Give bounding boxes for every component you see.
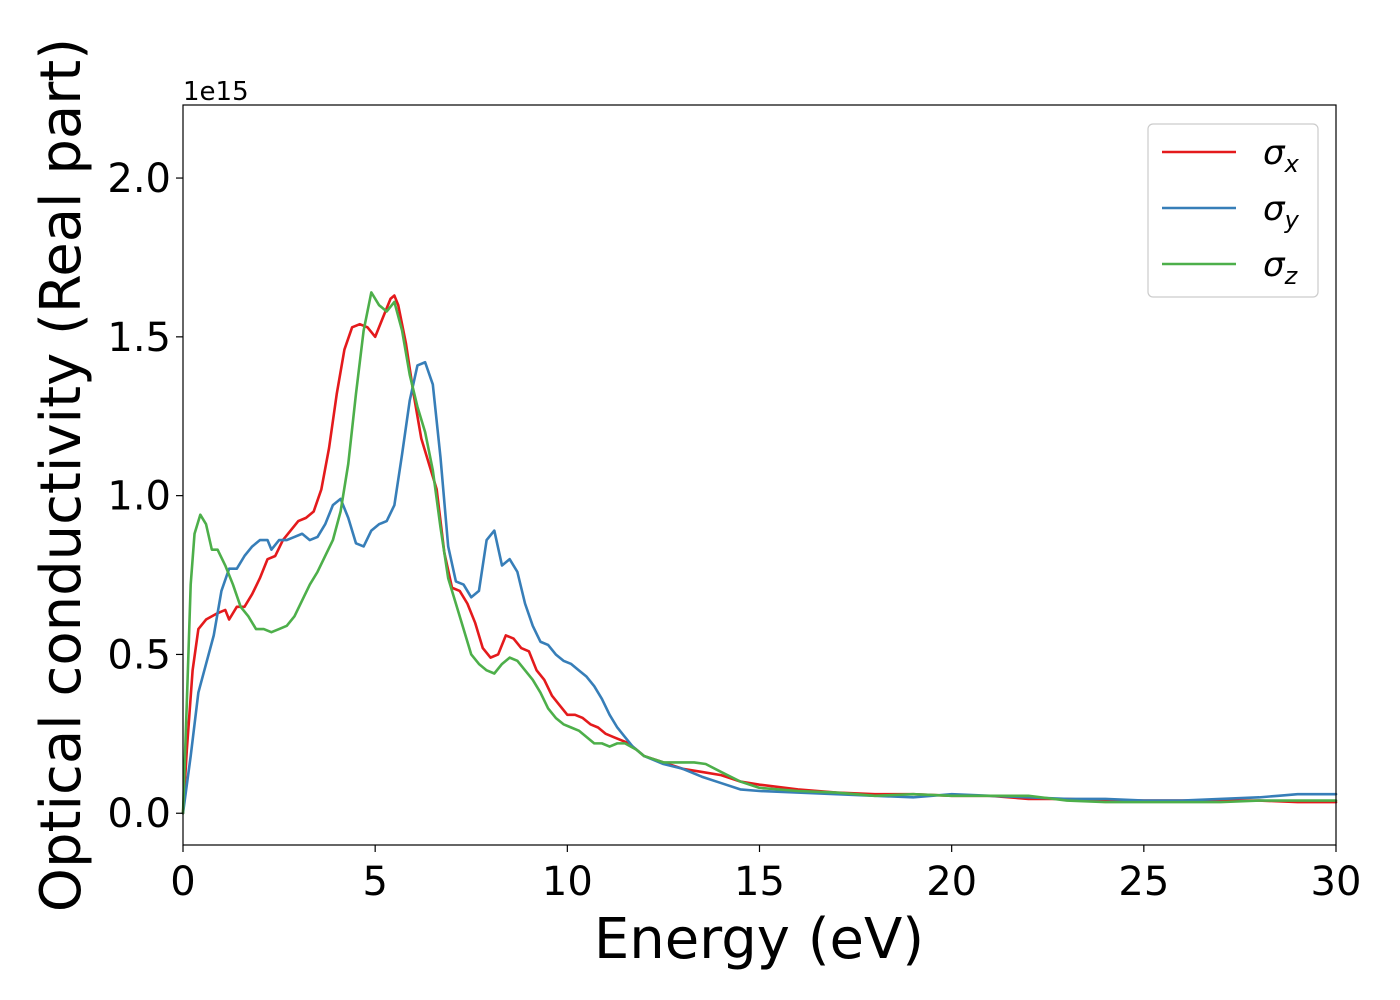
y-tick-label: 2.0 <box>107 156 171 202</box>
x-tick-label: 10 <box>542 859 593 905</box>
x-axis: 0 5 10 15 20 25 30 <box>170 845 1361 905</box>
x-tick-label: 20 <box>926 859 977 905</box>
x-axis-label: Energy (eV) <box>594 907 924 972</box>
legend-subscript: y <box>1284 206 1300 234</box>
y-offset-label: 1e15 <box>183 77 249 107</box>
y-axis: 0.0 0.5 1.0 1.5 2.0 <box>107 156 183 837</box>
legend-label-x: σx <box>1263 133 1300 178</box>
y-tick-label: 1.0 <box>107 474 171 520</box>
series-layer <box>181 291 1338 815</box>
y-axis-label: Optical conductivity (Real part) <box>29 38 94 912</box>
x-tick-label: 5 <box>362 859 387 905</box>
x-tick-label: 30 <box>1311 859 1362 905</box>
legend-box <box>1147 123 1319 298</box>
legend-subscript: x <box>1284 150 1300 178</box>
y-tick-label: 0.0 <box>107 791 171 837</box>
legend-label-y: σy <box>1263 189 1300 234</box>
legend-subscript: z <box>1284 262 1299 290</box>
x-tick-label: 25 <box>1118 859 1169 905</box>
y-tick-label: 0.5 <box>107 632 171 678</box>
series-line-z <box>181 291 1338 815</box>
y-tick-label: 1.5 <box>107 315 171 361</box>
x-tick-label: 15 <box>734 859 785 905</box>
x-tick-label: 0 <box>170 859 195 905</box>
